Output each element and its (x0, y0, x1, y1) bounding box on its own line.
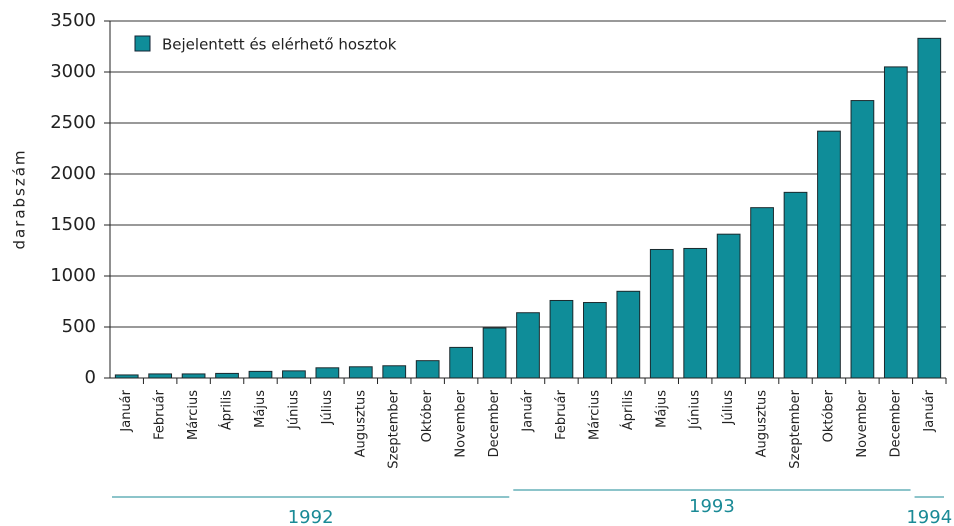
bar (817, 130, 841, 379)
x-tick-label: Június (688, 390, 703, 430)
x-tick-label: December (487, 389, 502, 457)
bar (181, 373, 206, 379)
bar (583, 302, 607, 379)
x-tick-label: Július (721, 390, 736, 426)
bar (917, 37, 942, 379)
x-tick-label: Szeptember (387, 389, 402, 468)
bar (449, 346, 473, 379)
x-tick-label: Január (922, 389, 937, 432)
x-tick-label: Október (420, 389, 435, 442)
bar (248, 370, 273, 379)
bar (683, 247, 708, 379)
year-label: 1994 (906, 507, 952, 526)
y-tick-label: 2500 (50, 112, 96, 133)
y-axis-label: darabszám (11, 148, 29, 249)
x-tick-label: Augusztus (353, 390, 368, 458)
y-tick-label: 3000 (50, 61, 96, 82)
legend-label: Bejelentett és elérhető hosztok (162, 36, 397, 54)
bar (415, 360, 440, 379)
x-tick-label: Július (320, 390, 335, 426)
y-tick-label: 1000 (50, 265, 96, 286)
bar (315, 367, 340, 379)
year-label: 1992 (288, 507, 334, 526)
y-tick-label: 2000 (50, 163, 96, 184)
legend-swatch (134, 35, 151, 52)
bar (215, 372, 239, 379)
bar (783, 191, 808, 379)
y-tick-label: 500 (62, 316, 96, 337)
x-tick-label: Május (654, 390, 669, 428)
x-tick-label: Január (119, 389, 134, 432)
x-tick-label: Március (587, 390, 602, 440)
x-tick-label: Január (521, 389, 536, 432)
x-tick-label: Április (620, 390, 636, 430)
x-tick-label: Augusztus (755, 390, 770, 458)
bar (516, 312, 540, 379)
y-tick-label: 3500 (50, 10, 96, 31)
x-tick-label: Május (253, 390, 268, 428)
x-tick-label: Április (219, 390, 235, 430)
bar (382, 365, 407, 379)
x-tick-label: Február (153, 389, 168, 440)
bar (850, 100, 875, 379)
x-tick-label: Október (821, 389, 836, 442)
bar (649, 248, 674, 379)
bar (148, 373, 173, 379)
year-label: 1993 (689, 496, 735, 517)
y-tick-label: 1500 (50, 214, 96, 235)
x-tick-label: Február (554, 389, 569, 440)
x-tick-label: Június (286, 390, 301, 430)
bar (616, 290, 641, 379)
bar (348, 366, 373, 379)
x-tick-label: Március (186, 390, 201, 440)
x-tick-label: November (454, 389, 469, 457)
bar (549, 299, 574, 379)
x-tick-label: December (888, 389, 903, 457)
bar (282, 370, 306, 379)
y-tick-label: 0 (85, 367, 96, 388)
bar (883, 66, 908, 379)
x-tick-label: Szeptember (788, 389, 803, 468)
bar (482, 327, 507, 379)
bar (750, 207, 774, 379)
bar (716, 233, 741, 379)
x-tick-label: November (855, 389, 870, 457)
